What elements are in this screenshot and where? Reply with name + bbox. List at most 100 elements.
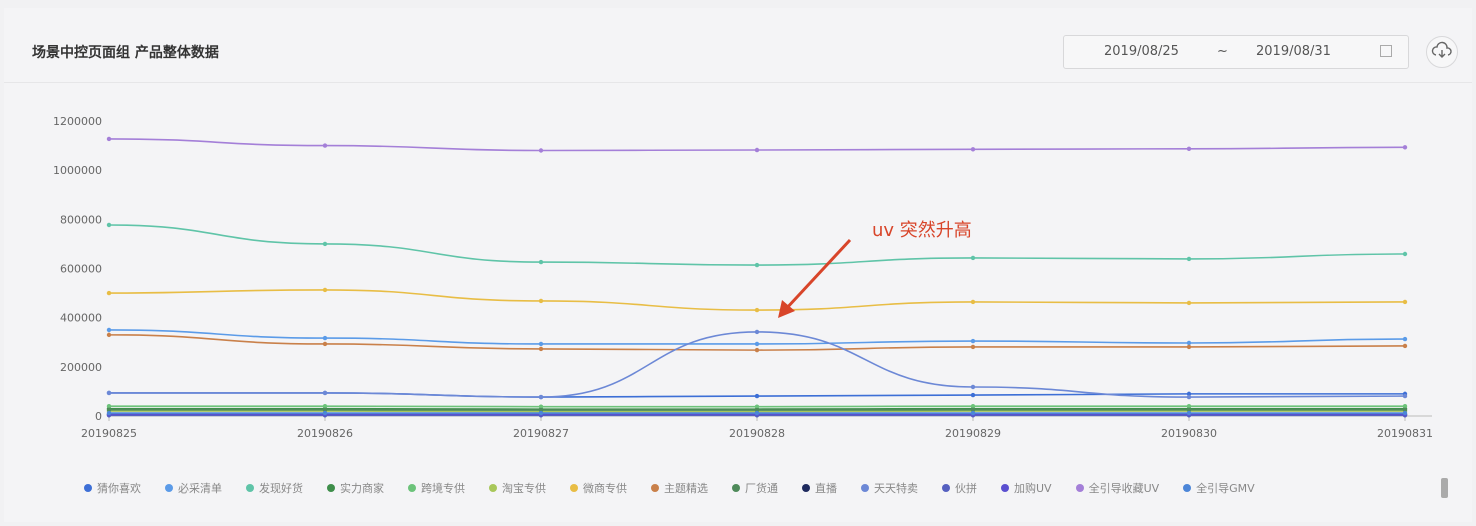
data-point bbox=[1186, 256, 1192, 262]
data-point bbox=[970, 392, 976, 398]
chart-card: 场景中控页面组 产品整体数据 2019/08/25 ~ 2019/08/31 bbox=[4, 8, 1472, 522]
cloud-download-icon bbox=[1431, 41, 1452, 58]
data-point bbox=[970, 410, 976, 416]
data-point bbox=[1402, 403, 1408, 409]
legend-label: 全引导收藏UV bbox=[1088, 482, 1160, 495]
data-point bbox=[970, 384, 976, 390]
data-point bbox=[1186, 146, 1192, 151]
legend-item[interactable]: 发现好货 bbox=[246, 480, 303, 496]
legend-dot-icon bbox=[246, 484, 254, 492]
data-point bbox=[538, 341, 544, 347]
data-point bbox=[754, 393, 760, 399]
legend-label: 天天特卖 bbox=[874, 482, 918, 495]
legend-label: 微商专供 bbox=[583, 482, 627, 495]
y-tick-label: 600000 bbox=[60, 263, 102, 276]
data-point bbox=[322, 390, 328, 396]
legend-item[interactable]: 加购UV bbox=[1001, 480, 1052, 496]
data-point bbox=[754, 341, 760, 347]
header-divider bbox=[4, 82, 1472, 83]
legend-item[interactable]: 微商专供 bbox=[570, 480, 627, 496]
data-point bbox=[1402, 145, 1408, 150]
data-point bbox=[106, 136, 112, 142]
data-point bbox=[538, 404, 544, 409]
y-tick-label: 1200000 bbox=[53, 115, 102, 128]
data-point bbox=[1186, 410, 1192, 416]
legend-label: 加购UV bbox=[1014, 482, 1052, 495]
legend-dot-icon bbox=[1001, 484, 1009, 492]
data-point bbox=[1186, 344, 1192, 350]
data-point bbox=[106, 410, 112, 416]
data-point bbox=[322, 403, 328, 409]
data-point bbox=[970, 255, 976, 261]
data-point bbox=[1186, 403, 1192, 409]
calendar-icon bbox=[1380, 45, 1392, 57]
data-point bbox=[538, 346, 544, 352]
legend-label: 主题精选 bbox=[664, 482, 708, 495]
data-point bbox=[754, 262, 760, 268]
x-tick-label: 20190827 bbox=[513, 427, 569, 440]
data-point bbox=[970, 338, 976, 344]
data-point bbox=[106, 407, 112, 413]
data-point bbox=[538, 298, 544, 304]
page-title: 场景中控页面组 产品整体数据 bbox=[32, 45, 219, 61]
data-point bbox=[754, 147, 760, 153]
data-point bbox=[970, 344, 976, 350]
data-point bbox=[754, 329, 760, 335]
legend-dot-icon bbox=[1075, 484, 1084, 492]
legend-item[interactable]: 必采清单 bbox=[165, 480, 222, 496]
legend-item[interactable]: 直播 bbox=[802, 480, 837, 496]
legend: 猜你喜欢 必采清单 发现好货 实力商家 跨境专供 淘宝专供 微商专供 主题精选 厂货通 直播 天天特… bbox=[84, 480, 1279, 496]
data-point bbox=[106, 403, 112, 409]
legend-dot-icon bbox=[732, 484, 740, 492]
legend-item[interactable]: 跨境专供 bbox=[408, 480, 465, 496]
legend-label: 发现好货 bbox=[259, 482, 303, 495]
legend-dot-icon bbox=[942, 484, 950, 492]
series-line bbox=[109, 331, 1406, 398]
x-tick-label: 20190830 bbox=[1161, 427, 1217, 440]
legend-item[interactable]: 伙拼 bbox=[942, 480, 977, 496]
date-separator: ~ bbox=[1217, 44, 1228, 59]
legend-label: 全引导GMV bbox=[1196, 482, 1255, 495]
annotation-arrowhead bbox=[778, 300, 795, 318]
data-point bbox=[1402, 299, 1408, 305]
data-point bbox=[1186, 394, 1192, 400]
data-point bbox=[538, 410, 544, 416]
legend-item[interactable]: 天天特卖 bbox=[861, 480, 918, 496]
data-point bbox=[106, 222, 112, 228]
x-tick-label: 20190826 bbox=[297, 427, 353, 440]
data-point bbox=[106, 332, 112, 338]
legend-dot-icon bbox=[1183, 484, 1192, 492]
data-point bbox=[322, 407, 328, 413]
data-point bbox=[970, 403, 976, 409]
data-point bbox=[1402, 410, 1408, 416]
legend-item[interactable]: 全引导GMV bbox=[1183, 480, 1255, 496]
legend-item[interactable]: 主题精选 bbox=[651, 480, 708, 496]
legend-dot-icon bbox=[651, 484, 659, 492]
y-tick-label: 0 bbox=[95, 410, 102, 423]
y-tick-label: 800000 bbox=[60, 213, 102, 226]
data-point bbox=[754, 410, 760, 416]
x-tick-label: 20190829 bbox=[945, 427, 1001, 440]
date-range-picker[interactable]: 2019/08/25 ~ 2019/08/31 bbox=[1063, 35, 1409, 69]
data-point bbox=[106, 290, 112, 296]
data-point bbox=[970, 299, 976, 305]
legend-scrollbar[interactable] bbox=[1441, 478, 1448, 498]
data-point bbox=[970, 147, 976, 152]
x-tick-label: 20190831 bbox=[1377, 427, 1433, 440]
legend-item[interactable]: 厂货通 bbox=[732, 480, 778, 496]
data-point bbox=[538, 394, 544, 400]
legend-dot-icon bbox=[84, 484, 92, 492]
data-point bbox=[754, 307, 760, 313]
legend-label: 跨境专供 bbox=[421, 482, 465, 495]
data-point bbox=[322, 241, 328, 247]
legend-item[interactable]: 猜你喜欢 bbox=[84, 480, 141, 496]
legend-item[interactable]: 全引导收藏UV bbox=[1075, 480, 1160, 496]
legend-dot-icon bbox=[165, 484, 173, 492]
y-tick-label: 200000 bbox=[60, 361, 102, 374]
download-button[interactable] bbox=[1426, 36, 1458, 68]
annotation-text: uv 突然升高 bbox=[872, 220, 972, 241]
legend-item[interactable]: 实力商家 bbox=[327, 480, 384, 496]
data-point bbox=[322, 410, 328, 416]
legend-item[interactable]: 淘宝专供 bbox=[489, 480, 546, 496]
